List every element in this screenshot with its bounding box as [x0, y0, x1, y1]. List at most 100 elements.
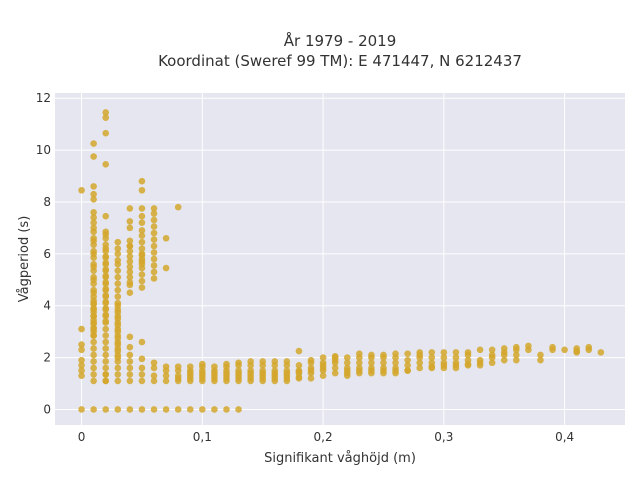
data-point — [150, 406, 158, 413]
data-point — [102, 338, 110, 346]
data-point — [138, 364, 146, 372]
data-point — [102, 304, 110, 312]
data-point — [440, 359, 448, 367]
data-point — [247, 377, 254, 385]
data-point — [416, 354, 424, 361]
data-point — [319, 362, 327, 369]
data-point — [343, 369, 351, 377]
data-point — [114, 315, 122, 322]
data-point — [126, 281, 134, 289]
data-point — [440, 354, 448, 361]
data-point — [126, 273, 134, 281]
x-tick-label: 0,1 — [193, 430, 212, 444]
data-point — [90, 140, 97, 147]
data-point — [368, 369, 375, 377]
data-point — [114, 347, 122, 355]
data-point — [114, 321, 122, 329]
data-point — [186, 372, 194, 380]
data-point — [90, 377, 97, 385]
data-point — [90, 263, 97, 271]
data-point — [90, 250, 97, 258]
data-point — [102, 161, 110, 168]
data-point — [356, 364, 363, 372]
data-point — [102, 377, 110, 385]
data-point — [78, 372, 85, 380]
data-point — [114, 280, 122, 287]
data-point — [356, 359, 363, 367]
data-point — [259, 372, 267, 380]
data-point — [428, 349, 436, 356]
data-point — [380, 369, 387, 377]
data-point — [452, 359, 460, 367]
data-point — [114, 406, 122, 413]
data-point — [78, 406, 85, 413]
data-point — [150, 359, 158, 367]
data-point — [380, 364, 387, 372]
data-point — [138, 271, 146, 278]
data-point — [114, 334, 122, 342]
data-point — [295, 362, 303, 369]
data-point — [150, 364, 158, 372]
data-point — [319, 367, 327, 374]
y-tick-label: 0 — [43, 402, 51, 416]
data-point — [126, 343, 134, 351]
data-point — [597, 349, 605, 356]
data-point — [186, 406, 194, 413]
data-point — [368, 359, 375, 367]
data-point — [307, 369, 315, 377]
data-point — [78, 186, 85, 194]
data-point — [162, 377, 170, 385]
data-point — [90, 190, 97, 198]
data-point — [223, 377, 230, 385]
data-point — [138, 205, 146, 212]
data-point — [199, 406, 206, 413]
data-point — [150, 210, 158, 217]
data-point — [114, 308, 122, 316]
data-point — [102, 332, 110, 339]
data-point — [392, 364, 399, 372]
data-point — [126, 237, 134, 245]
data-point — [247, 372, 254, 380]
data-point — [90, 219, 97, 226]
data-point — [78, 356, 85, 364]
data-point — [150, 275, 158, 282]
data-point — [126, 268, 134, 276]
data-point — [513, 356, 520, 364]
data-point — [186, 363, 194, 370]
data-point — [513, 343, 520, 351]
data-point — [223, 360, 230, 368]
data-point — [525, 342, 532, 350]
data-point — [343, 359, 351, 367]
data-point — [211, 372, 218, 380]
y-tick-labels: 0 2 4 6 8 10 12 — [36, 91, 51, 416]
data-point — [174, 372, 182, 380]
data-point — [174, 406, 182, 413]
data-point — [138, 212, 146, 220]
data-point — [90, 358, 97, 365]
data-point — [488, 346, 496, 354]
data-point — [452, 354, 460, 361]
data-point — [500, 351, 508, 359]
data-point — [271, 372, 279, 380]
data-point — [150, 216, 158, 224]
data-point — [114, 293, 122, 300]
data-point — [368, 354, 375, 361]
data-point — [162, 234, 170, 242]
data-point — [150, 242, 158, 250]
data-point — [500, 345, 508, 352]
data-point — [259, 377, 267, 385]
data-point — [331, 354, 339, 361]
data-point — [90, 364, 97, 372]
data-point — [126, 224, 134, 232]
chart-title-line2: Koordinat (Sweref 99 TM): E 471447, N 62… — [158, 52, 522, 70]
data-point — [138, 355, 146, 363]
data-point — [416, 349, 424, 356]
data-point — [404, 350, 411, 357]
data-point — [102, 285, 110, 293]
data-point — [114, 267, 122, 274]
data-point — [90, 351, 97, 359]
data-point — [102, 298, 110, 306]
data-point — [476, 362, 484, 369]
data-point — [138, 406, 146, 413]
data-point — [102, 345, 110, 352]
